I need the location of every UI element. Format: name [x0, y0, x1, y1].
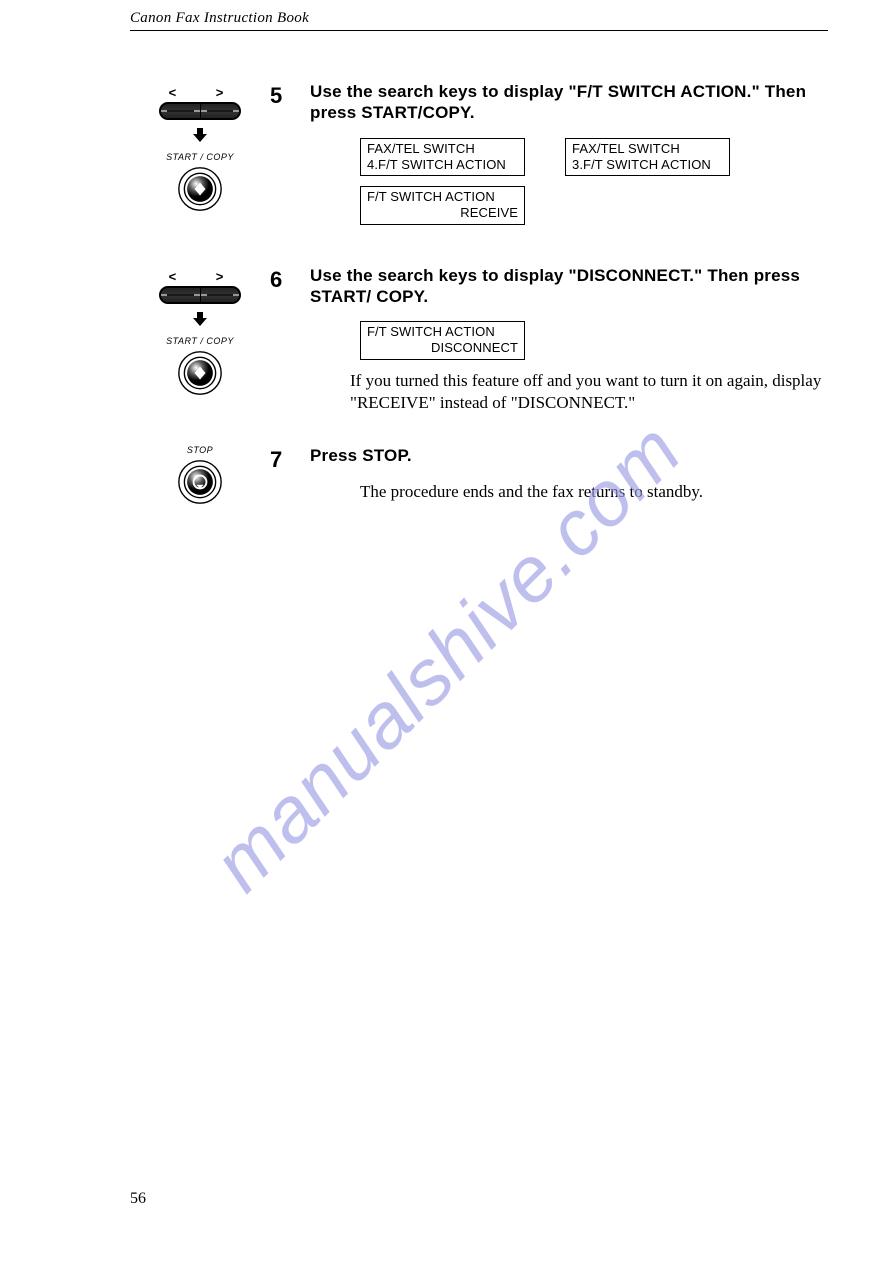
- stop-label: STOP: [187, 445, 213, 455]
- lcd-display-box: FAX/TEL SWITCH 4.F/T SWITCH ACTION: [360, 138, 525, 177]
- start-copy-label: START / COPY: [166, 152, 234, 162]
- step-7-icons: STOP: [130, 445, 270, 505]
- lcd-line1: F/T SWITCH ACTION: [367, 189, 518, 205]
- step-5: < > START / COPY 5 Use the search keys t…: [130, 81, 828, 235]
- lcd-line2: RECEIVE: [367, 205, 518, 221]
- step-6-heading: Use the search keys to display "DISCONNE…: [310, 265, 828, 308]
- lcd-line2: 3.F/T SWITCH ACTION: [572, 157, 723, 173]
- lcd-display-box: F/T SWITCH ACTION RECEIVE: [360, 186, 525, 225]
- lcd-line1: F/T SWITCH ACTION: [367, 324, 518, 340]
- step-6-icons: < > START / COPY: [130, 265, 270, 416]
- search-keys-icon: [159, 102, 241, 120]
- step-6: < > START / COPY 6 Use the search keys t…: [130, 265, 828, 416]
- down-arrow-icon: [191, 126, 209, 149]
- step-6-body: If you turned this feature off and you w…: [350, 370, 828, 416]
- step-7: STOP 7 Press STOP. The procedure ends an…: [130, 445, 828, 505]
- start-copy-label: START / COPY: [166, 336, 234, 346]
- step-7-number: 7: [270, 445, 310, 505]
- lcd-line2: 4.F/T SWITCH ACTION: [367, 157, 518, 173]
- lcd-display-box: FAX/TEL SWITCH 3.F/T SWITCH ACTION: [565, 138, 730, 177]
- step-7-heading: Press STOP.: [310, 445, 828, 466]
- left-right-chevrons: < >: [169, 85, 242, 100]
- lcd-line2: DISCONNECT: [367, 340, 518, 356]
- lcd-line1: FAX/TEL SWITCH: [367, 141, 518, 157]
- down-arrow-icon: [191, 310, 209, 333]
- step-6-number: 6: [270, 265, 310, 416]
- stop-button-icon: [177, 459, 223, 505]
- left-right-chevrons: < >: [169, 269, 242, 284]
- search-keys-icon: [159, 286, 241, 304]
- step-7-body: The procedure ends and the fax returns t…: [360, 481, 828, 504]
- lcd-display-box: F/T SWITCH ACTION DISCONNECT: [360, 321, 525, 360]
- start-copy-button-icon: [177, 166, 223, 212]
- page-number: 56: [130, 1190, 146, 1208]
- page-header: Canon Fax Instruction Book: [130, 10, 828, 31]
- start-copy-button-icon: [177, 350, 223, 396]
- step-5-icons: < > START / COPY: [130, 81, 270, 235]
- step-5-number: 5: [270, 81, 310, 235]
- step-5-heading: Use the search keys to display "F/T SWIT…: [310, 81, 828, 124]
- lcd-line1: FAX/TEL SWITCH: [572, 141, 723, 157]
